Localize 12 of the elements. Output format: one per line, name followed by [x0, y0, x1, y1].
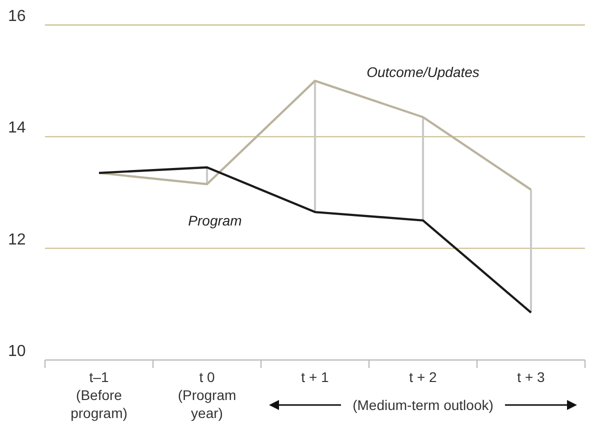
- y-tick-label: 16: [8, 8, 26, 25]
- y-tick-label: 14: [8, 120, 26, 137]
- series-label: Outcome/Updates: [366, 64, 480, 80]
- x-tick-label: t + 3: [517, 369, 546, 385]
- text: Program: [188, 212, 242, 228]
- x-tick-label: t–1 (Before program): [70, 369, 128, 421]
- y-tick-label: 12: [8, 231, 26, 248]
- y-tick-label: 10: [8, 343, 26, 360]
- x-tick-label: t + 1: [301, 369, 330, 385]
- x-tick-label: t 0 (Program year): [178, 369, 236, 421]
- text: (Medium-term outlook): [352, 397, 494, 413]
- x-tick-label: t + 2: [409, 369, 438, 385]
